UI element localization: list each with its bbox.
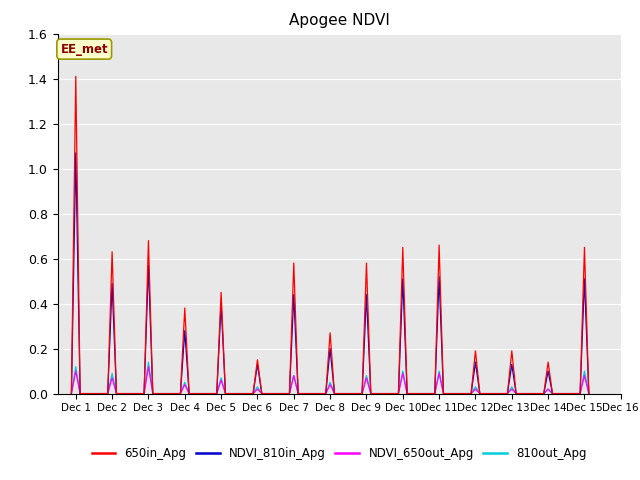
Legend: 650in_Apg, NDVI_810in_Apg, NDVI_650out_Apg, 810out_Apg: 650in_Apg, NDVI_810in_Apg, NDVI_650out_A… bbox=[87, 443, 591, 465]
Text: EE_met: EE_met bbox=[60, 43, 108, 56]
Title: Apogee NDVI: Apogee NDVI bbox=[289, 13, 390, 28]
